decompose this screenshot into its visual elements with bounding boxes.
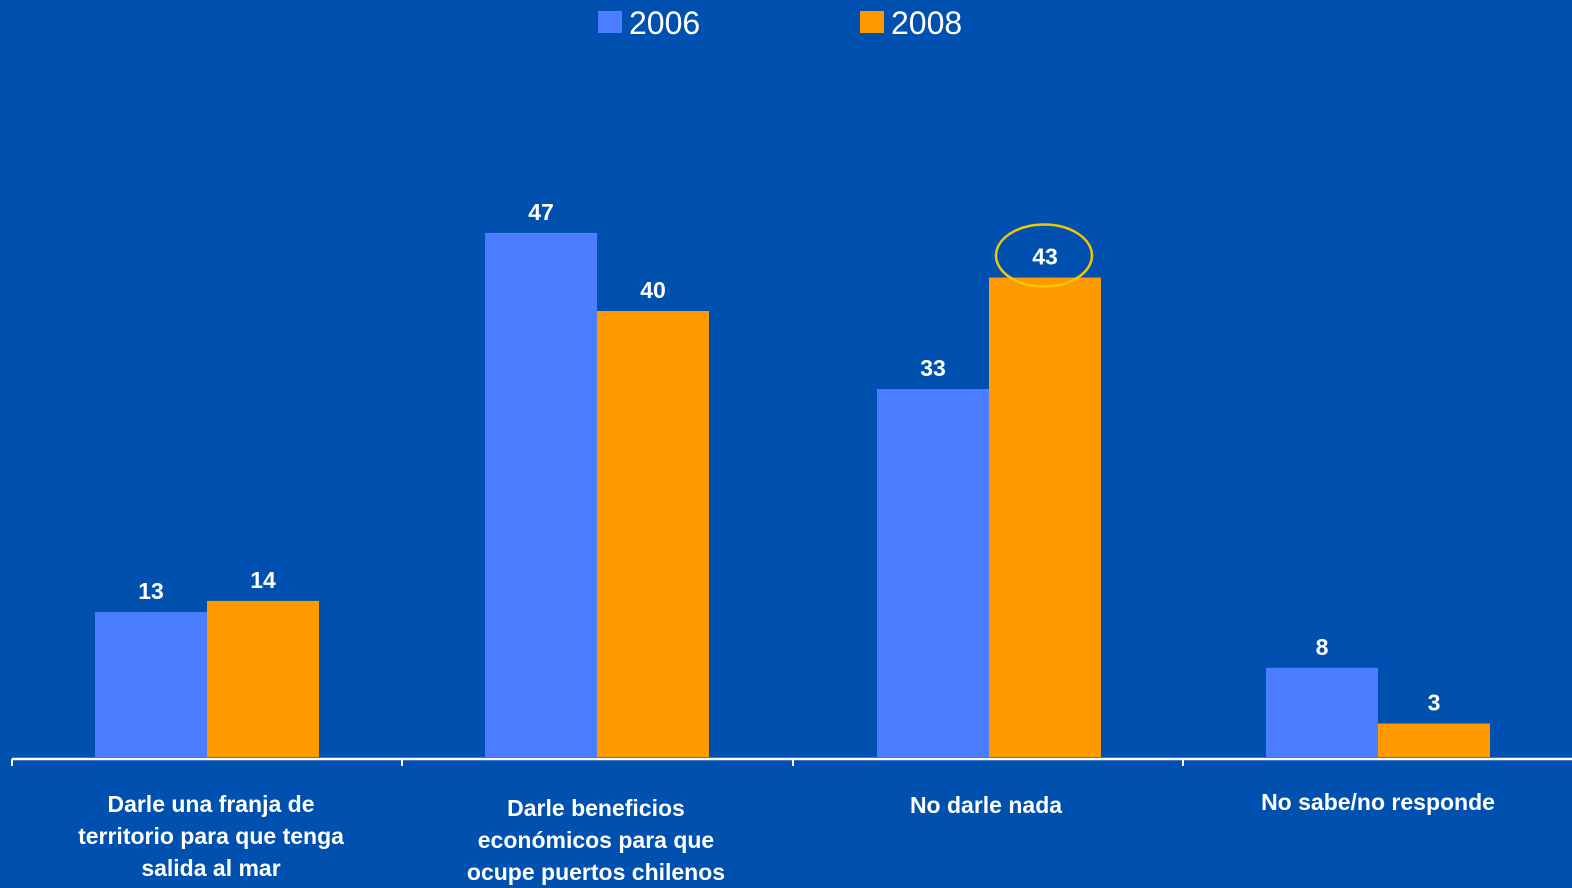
highlight-ellipse [994, 223, 1094, 288]
category-label-line: territorio para que tenga [78, 823, 344, 849]
value-label-2008-0: 14 [250, 567, 276, 593]
legend: 2006 2008 [598, 5, 962, 41]
value-labels-group: 13 47 33 8 14 40 43 3 [138, 199, 1440, 716]
category-label-line: salida al mar [141, 855, 280, 881]
legend-swatch-2008 [860, 11, 884, 33]
legend-label-2008: 2008 [891, 5, 962, 41]
category-label-3: No sabe/no responde [1261, 789, 1495, 815]
category-label-line: ocupe puertos chilenos [467, 859, 725, 885]
category-labels-group: Darle una franja de territorio para que t… [78, 789, 1495, 885]
bar-2008-2 [989, 277, 1101, 757]
bar-2006-0 [95, 612, 207, 757]
highlight-group [994, 223, 1094, 288]
value-label-2006-2: 33 [920, 355, 946, 381]
legend-label-2006: 2006 [629, 5, 700, 41]
bar-2006-2 [877, 389, 989, 757]
bar-2006-1 [485, 232, 597, 757]
bar-2008-0 [207, 600, 319, 757]
value-label-2008-2: 43 [1032, 244, 1058, 270]
category-label-line: económicos para que [478, 827, 714, 853]
category-label-2: No darle nada [910, 792, 1062, 818]
bar-2006-3 [1266, 667, 1378, 757]
category-label-1: Darle beneficios económicos para que ocupe… [467, 795, 725, 885]
x-axis [11, 757, 1572, 766]
value-label-2008-3: 3 [1428, 690, 1441, 716]
value-label-2006-3: 8 [1316, 634, 1329, 660]
category-label-line: Darle beneficios [507, 795, 685, 821]
value-label-2006-0: 13 [138, 578, 164, 604]
legend-swatch-2006 [598, 11, 622, 33]
category-label-line: Darle una franja de [107, 791, 314, 817]
value-label-2006-1: 47 [528, 199, 554, 225]
bar-2008-3 [1378, 723, 1490, 757]
category-label-0: Darle una franja de territorio para que t… [78, 791, 344, 881]
category-label-line: No sabe/no responde [1261, 789, 1495, 815]
value-label-2008-1: 40 [640, 277, 666, 303]
bar-2008-1 [597, 311, 709, 757]
bars-group [95, 232, 1490, 757]
category-label-line: No darle nada [910, 792, 1062, 818]
